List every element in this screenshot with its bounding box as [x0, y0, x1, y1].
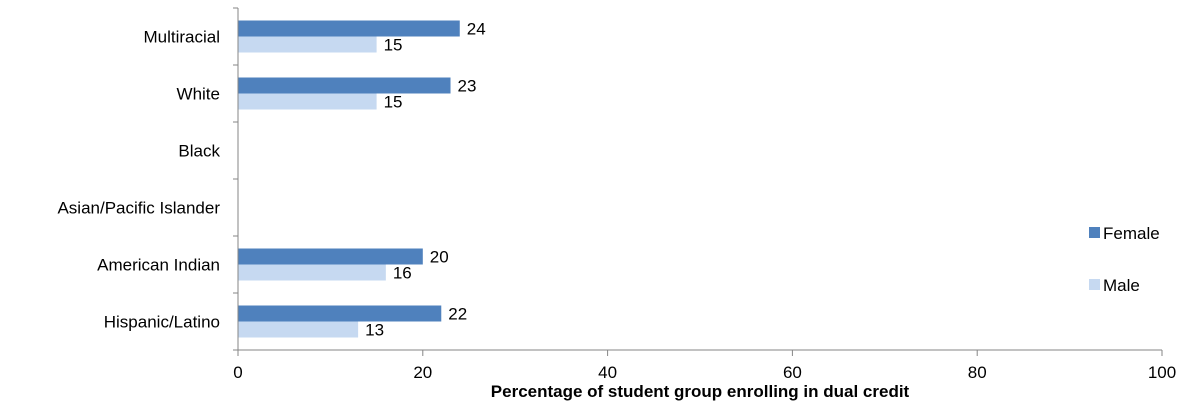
data-label: 23	[458, 77, 477, 96]
bar-female	[238, 77, 451, 94]
bar-male	[238, 93, 377, 110]
x-tick-label: 40	[598, 363, 617, 382]
y-tick-label: Hispanic/Latino	[104, 313, 220, 332]
legend-swatch-male	[1089, 279, 1100, 290]
legend-label-female: Female	[1103, 224, 1160, 243]
bar-female	[238, 248, 423, 265]
bar-female	[238, 305, 442, 322]
bar-male	[238, 321, 359, 338]
x-tick-label: 60	[783, 363, 802, 382]
data-label: 16	[393, 264, 412, 283]
y-tick-label: Asian/Pacific Islander	[57, 199, 220, 218]
y-tick-label: American Indian	[97, 256, 220, 275]
data-label: 20	[430, 248, 449, 267]
bar-male	[238, 36, 377, 53]
data-label: 22	[448, 305, 467, 324]
data-label: 15	[384, 36, 403, 55]
axis-ticks: Multiracial White Black Asian/Pacific Islan…	[57, 7, 1176, 382]
data-label: 15	[384, 93, 403, 112]
bar-male	[238, 264, 386, 281]
data-label: 24	[467, 20, 486, 39]
bar-female	[238, 20, 460, 37]
bars	[238, 20, 460, 338]
x-tick-label: 80	[968, 363, 987, 382]
legend: Female Male	[1089, 224, 1160, 295]
legend-swatch-female	[1089, 227, 1100, 238]
x-tick-label: 100	[1148, 363, 1176, 382]
data-label: 13	[365, 321, 384, 340]
axes	[237, 8, 1162, 351]
y-tick-label: White	[177, 85, 220, 104]
legend-label-male: Male	[1103, 276, 1140, 295]
y-tick-label: Black	[178, 142, 220, 161]
x-axis-title: Percentage of student group enrolling in…	[491, 382, 910, 401]
x-tick-label: 0	[233, 363, 242, 382]
y-tick-label: Multiracial	[143, 28, 220, 47]
data-labels: 24 15 23 15 20 16 22 13	[365, 20, 486, 340]
x-tick-label: 20	[413, 363, 432, 382]
